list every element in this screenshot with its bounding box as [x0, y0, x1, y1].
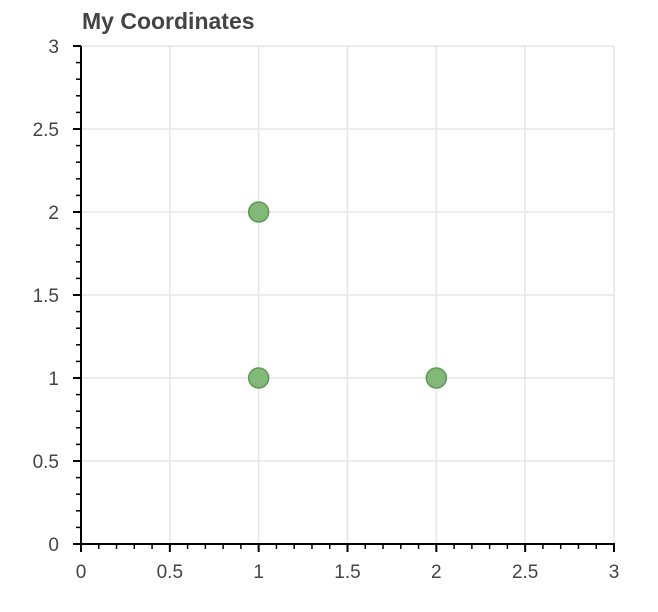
y-tick-label: 3 [48, 37, 59, 58]
scatter-point [247, 367, 270, 389]
scatter-point [247, 201, 270, 223]
x-axis-ticks: 0 0.5 1 1.5 2 2.5 3 [76, 544, 620, 583]
y-tick-label: 1 [48, 369, 59, 390]
y-tick-label: 0.5 [33, 452, 59, 473]
x-tick-label: 3 [609, 562, 620, 583]
x-tick-label: 0.5 [157, 562, 183, 583]
grid-lines [81, 45, 615, 544]
chart-title: My Coordinates [82, 8, 255, 34]
x-tick-label: 0 [76, 562, 87, 583]
scatter-point [425, 367, 448, 389]
data-points [247, 201, 448, 389]
x-tick-label: 2.5 [512, 562, 538, 583]
y-axis-ticks: 0 0.5 1 1.5 2 2.5 3 [33, 37, 81, 556]
y-tick-label: 0 [48, 535, 59, 556]
x-tick-label: 2 [431, 562, 442, 583]
x-tick-label: 1 [253, 562, 264, 583]
y-tick-label: 1.5 [33, 286, 59, 307]
y-tick-label: 2 [48, 203, 59, 224]
x-tick-label: 1.5 [334, 562, 360, 583]
y-tick-label: 2.5 [33, 120, 59, 141]
